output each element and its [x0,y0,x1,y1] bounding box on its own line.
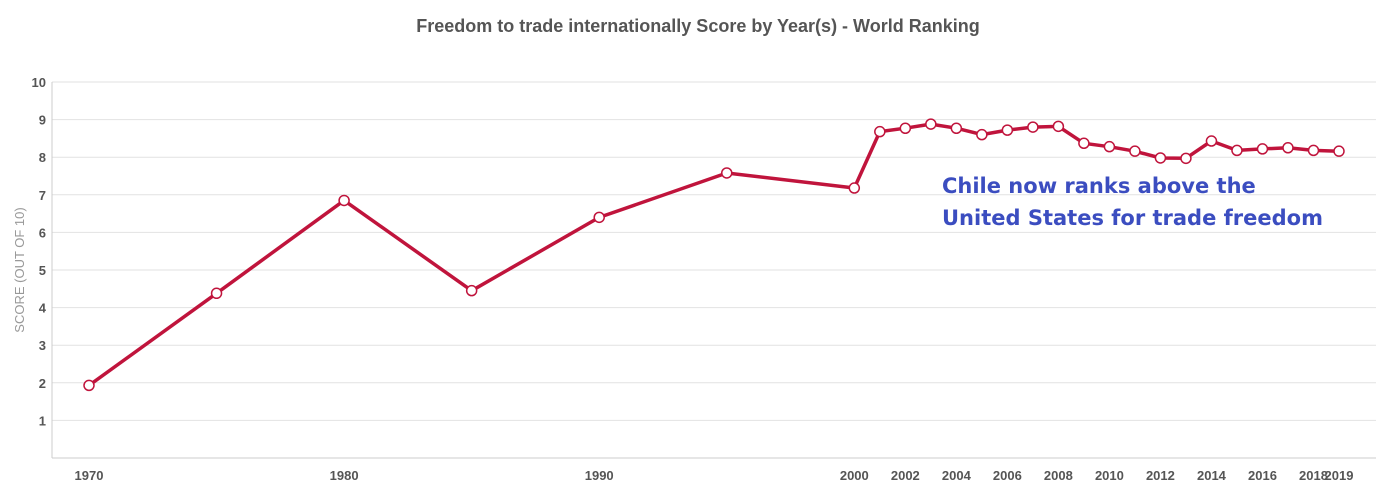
data-point [465,284,478,297]
data-point [1103,140,1116,153]
x-tick-label: 2012 [1146,468,1175,483]
data-point [976,128,988,141]
data-point [338,194,350,207]
x-tick-label: 2006 [993,468,1022,483]
annotation-line-2: United States for trade freedom [942,206,1323,230]
y-tick-label: 4 [39,301,47,316]
x-tick-label: 2014 [1197,468,1227,483]
data-point [593,211,605,224]
data-point [1231,144,1243,157]
y-tick-label: 7 [39,188,46,203]
data-point [925,118,937,130]
data-point [1205,135,1218,147]
data-point [1154,152,1167,164]
x-tick-label: 2004 [942,468,972,483]
x-tick-label: 1970 [75,468,104,483]
y-tick-label: 6 [39,225,46,240]
x-tick-label: 2019 [1325,468,1354,483]
x-tick-label: 2010 [1095,468,1124,483]
data-point [1333,145,1345,157]
chart-annotation: Chile now ranks above the United States … [942,170,1362,234]
x-tick-label: 2016 [1248,468,1277,483]
x-tick-label: 2008 [1044,468,1073,483]
x-tick-label: 2002 [891,468,920,483]
y-tick-label: 1 [39,413,46,428]
y-tick-label: 9 [39,113,46,128]
data-point [874,125,886,138]
y-tick-label: 10 [32,75,46,90]
data-point [1180,152,1192,165]
y-tick-label: 8 [39,150,46,165]
data-point [1307,144,1320,157]
data-point [1001,124,1014,136]
data-point [210,287,223,300]
data-point [899,122,912,134]
annotation-line-1: Chile now ranks above the [942,174,1256,198]
data-point [721,167,733,179]
y-tick-label: 2 [39,376,46,391]
data-point [848,182,861,194]
chart-title: Freedom to trade internationally Score b… [416,16,980,36]
data-point [83,379,95,392]
data-point [1078,137,1090,150]
x-tick-label: 2018 [1299,468,1328,483]
data-point [950,122,963,134]
data-point [1052,120,1065,133]
series-line [87,122,1341,388]
x-tick-label: 1990 [585,468,614,483]
data-point [1256,143,1269,155]
y-axis-title: SCORE (OUT OF 10) [12,207,27,332]
data-point [1282,142,1294,154]
y-tick-label: 5 [39,263,46,278]
data-point [1129,145,1141,157]
y-tick-label: 3 [39,338,46,353]
x-tick-label: 2000 [840,468,869,483]
data-point [1027,121,1039,133]
x-tick-label: 1980 [330,468,359,483]
